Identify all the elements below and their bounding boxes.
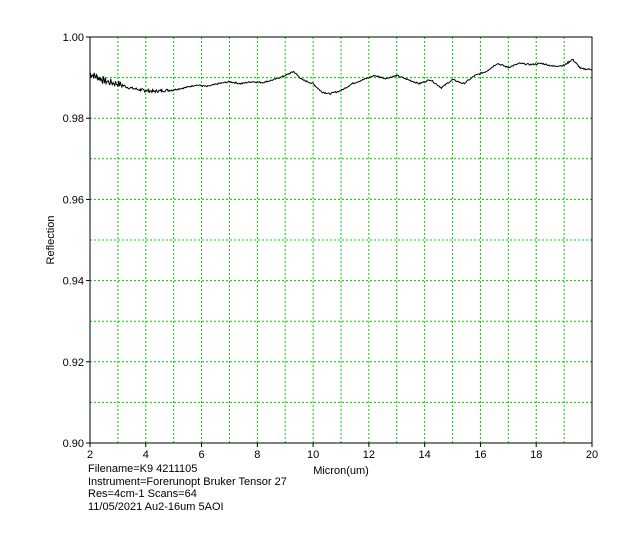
x-tick-label: 4 — [143, 449, 149, 461]
chart-grid — [90, 37, 592, 443]
x-axis-title: Micron(um) — [313, 465, 369, 477]
measurement-info: Filename=K9 4211105 Instrument=Forerunop… — [88, 463, 287, 513]
info-resolution-scans: Res=4cm-1 Scans=64 — [88, 488, 197, 500]
x-tick-label: 2 — [87, 449, 93, 461]
x-tick-label: 20 — [586, 449, 598, 461]
y-tick-label: 1.00 — [63, 32, 84, 44]
y-tick-label: 0.94 — [63, 276, 84, 288]
x-tick-label: 18 — [530, 449, 542, 461]
y-tick-label: 0.98 — [63, 113, 84, 125]
x-tick-label: 6 — [198, 449, 204, 461]
info-filename: Filename=K9 4211105 — [88, 463, 198, 475]
x-axis-ticks: 2 4 6 8 10 12 14 16 18 20 — [87, 443, 598, 461]
series-line — [89, 58, 593, 95]
x-tick-label: 10 — [307, 449, 319, 461]
y-tick-label: 0.96 — [63, 194, 84, 206]
y-axis-title: Reflection — [45, 216, 57, 265]
y-axis-ticks: 0.90 0.92 0.94 0.96 0.98 1.00 — [63, 32, 90, 450]
x-tick-label: 8 — [254, 449, 260, 461]
info-date-sample: 11/05/2021 Au2-16um 5AOI — [88, 500, 224, 513]
y-tick-label: 0.92 — [63, 357, 84, 369]
info-instrument: Instrument=Forerunopt Bruker Tensor 27 — [88, 475, 287, 488]
x-tick-label: 12 — [363, 449, 375, 461]
x-tick-label: 14 — [419, 449, 431, 461]
plot-frame — [89, 36, 593, 444]
y-tick-label: 0.90 — [63, 438, 84, 450]
x-tick-label: 16 — [474, 449, 486, 461]
